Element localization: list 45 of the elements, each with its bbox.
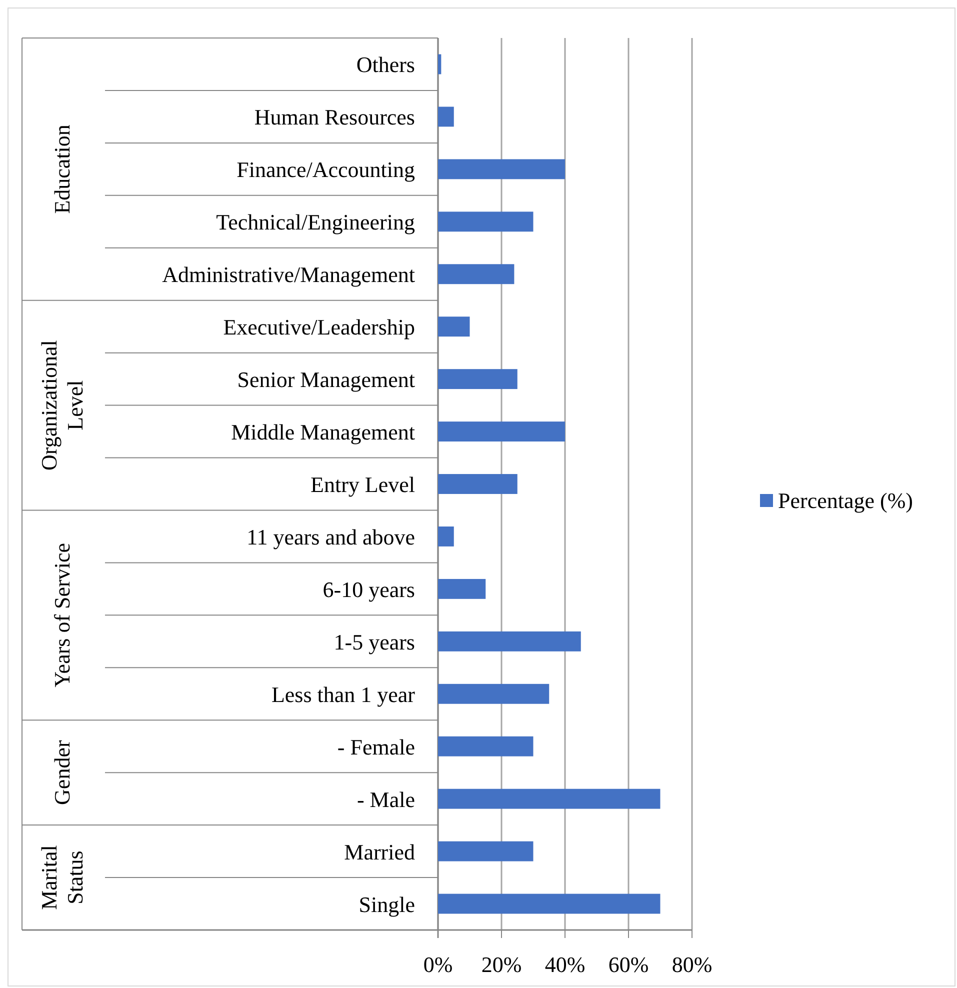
x-tick-label: 20% bbox=[481, 952, 522, 977]
legend-label: Percentage (%) bbox=[778, 488, 913, 513]
bar bbox=[438, 106, 454, 127]
y-tick-label: - Female bbox=[337, 734, 415, 760]
bar bbox=[438, 212, 534, 232]
y-tick-label: Entry Level bbox=[310, 472, 415, 497]
bar bbox=[438, 316, 470, 337]
y-tick-label: Administrative/Management bbox=[162, 262, 415, 288]
y-tick-label: Technical/Engineering bbox=[216, 210, 415, 235]
bar bbox=[438, 159, 565, 180]
bar bbox=[438, 841, 534, 862]
y-tick-label: Married bbox=[344, 839, 415, 864]
y-tick-label: Executive/Leadership bbox=[223, 314, 415, 340]
y-tick-label: Human Resources bbox=[254, 104, 415, 130]
x-tick-label: 60% bbox=[608, 952, 649, 977]
y-tick-label: Single bbox=[358, 892, 415, 917]
y-tick-label: 11 years and above bbox=[246, 524, 415, 550]
bar bbox=[438, 422, 565, 442]
bar bbox=[438, 736, 534, 756]
bar bbox=[438, 264, 514, 284]
y-tick-label: - Male bbox=[356, 786, 415, 812]
bar bbox=[438, 54, 442, 74]
y-tick-label: Less than 1 year bbox=[271, 682, 416, 707]
y-tick-label: Others bbox=[356, 52, 415, 78]
x-tick-label: 80% bbox=[672, 952, 712, 977]
text: Organizational Level bbox=[36, 340, 88, 470]
bar bbox=[438, 894, 660, 914]
y-tick-label: Finance/Accounting bbox=[236, 157, 415, 182]
bar bbox=[438, 526, 454, 546]
text: Years of Service bbox=[50, 542, 74, 688]
x-tick-label: 0% bbox=[423, 952, 453, 977]
text: Marital Status bbox=[36, 845, 88, 910]
bar bbox=[438, 578, 486, 599]
x-tick-label: 40% bbox=[544, 952, 586, 977]
y-tick-label: Senior Management bbox=[237, 367, 415, 392]
bar bbox=[438, 788, 660, 809]
text: Education bbox=[50, 124, 74, 214]
y-tick-label: Middle Management bbox=[231, 420, 415, 445]
bar bbox=[438, 631, 581, 652]
y-tick-label: 6-10 years bbox=[322, 576, 415, 602]
y-tick-label: 1-5 years bbox=[334, 629, 415, 654]
bar bbox=[438, 474, 518, 494]
bar bbox=[438, 369, 518, 390]
text: Gender bbox=[50, 740, 74, 805]
bar bbox=[438, 684, 550, 704]
